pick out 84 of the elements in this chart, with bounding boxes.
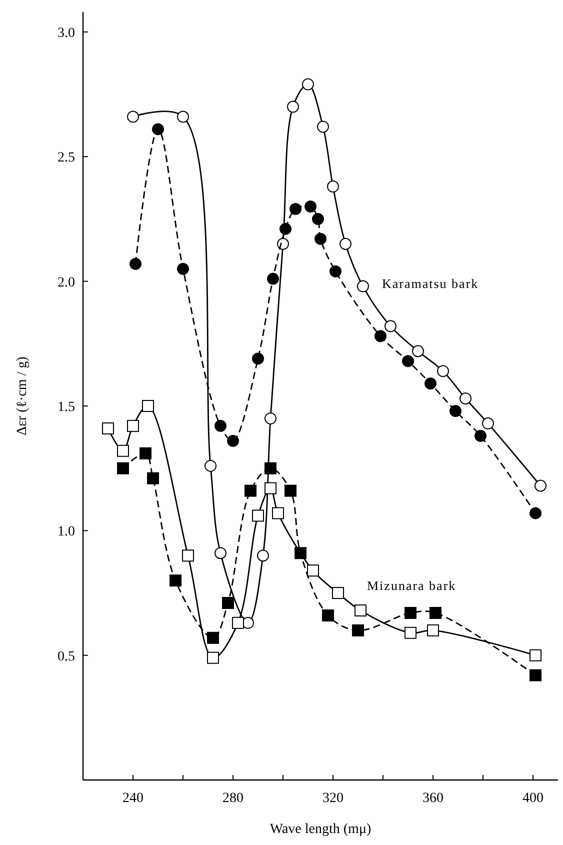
point (264, 412, 276, 424)
point (207, 652, 219, 664)
point (204, 460, 216, 472)
point (290, 202, 302, 215)
y-tick-label: 1.0 (58, 524, 75, 540)
point (354, 604, 366, 616)
annotation: Karamatsu bark (382, 276, 479, 291)
point (244, 484, 256, 497)
point (530, 649, 542, 662)
point (302, 78, 314, 90)
point (182, 550, 194, 562)
point (530, 669, 542, 682)
x-tick-label: 280 (222, 791, 244, 806)
point (352, 624, 364, 636)
x-axis-title: Wave length (mμ) (270, 822, 372, 837)
point (214, 420, 226, 432)
point (474, 430, 486, 442)
point (152, 123, 164, 136)
point (227, 434, 239, 447)
point (294, 547, 306, 560)
point (117, 444, 129, 457)
point (284, 484, 296, 497)
point (482, 417, 494, 430)
point (264, 462, 276, 474)
point (127, 110, 139, 123)
point (277, 238, 289, 250)
y-tick-label: 2.5 (58, 150, 75, 166)
point (357, 280, 369, 292)
y-tick-label: 3.0 (58, 26, 75, 41)
point (330, 265, 342, 278)
point (340, 238, 352, 250)
point (222, 596, 234, 609)
point (140, 447, 152, 460)
point (460, 392, 472, 404)
y-tick-label: 2.0 (58, 275, 75, 290)
point (307, 564, 319, 577)
point (267, 272, 279, 285)
point (177, 110, 189, 123)
point (102, 422, 114, 434)
y-tick-label: 1.5 (58, 400, 75, 415)
point (252, 352, 264, 365)
point (264, 482, 276, 494)
point (327, 180, 339, 193)
point (374, 330, 386, 342)
point (130, 258, 142, 270)
point (437, 365, 449, 378)
point (430, 606, 442, 619)
point (404, 606, 416, 619)
point (384, 320, 396, 332)
point (312, 212, 324, 225)
point (317, 120, 329, 133)
x-tick-label: 320 (322, 791, 344, 806)
point (257, 550, 269, 562)
point (280, 222, 292, 235)
point (332, 586, 344, 599)
x-tick-label: 240 (122, 791, 144, 806)
point (177, 262, 189, 275)
x-tick-label: 360 (422, 791, 444, 806)
point (424, 378, 436, 390)
point (232, 616, 244, 629)
point (412, 345, 424, 358)
point (170, 574, 182, 587)
point (207, 632, 219, 644)
point (127, 420, 139, 432)
y-axis-title: Δεr (ℓ·cm / g) (15, 356, 30, 436)
point (402, 355, 414, 368)
point (404, 626, 416, 639)
point (252, 510, 264, 522)
point (117, 462, 129, 474)
point (427, 624, 439, 636)
x-tick-label: 400 (522, 791, 544, 806)
annotation: Mizunara bark (367, 578, 456, 593)
point (142, 400, 154, 412)
point (214, 547, 226, 560)
point (530, 507, 542, 520)
point (287, 100, 299, 113)
point (322, 609, 334, 622)
point (314, 232, 326, 245)
point (304, 200, 316, 212)
point (147, 472, 159, 484)
point (534, 480, 546, 492)
point (450, 404, 462, 417)
y-tick-label: 0.5 (58, 649, 75, 664)
point (272, 507, 284, 520)
